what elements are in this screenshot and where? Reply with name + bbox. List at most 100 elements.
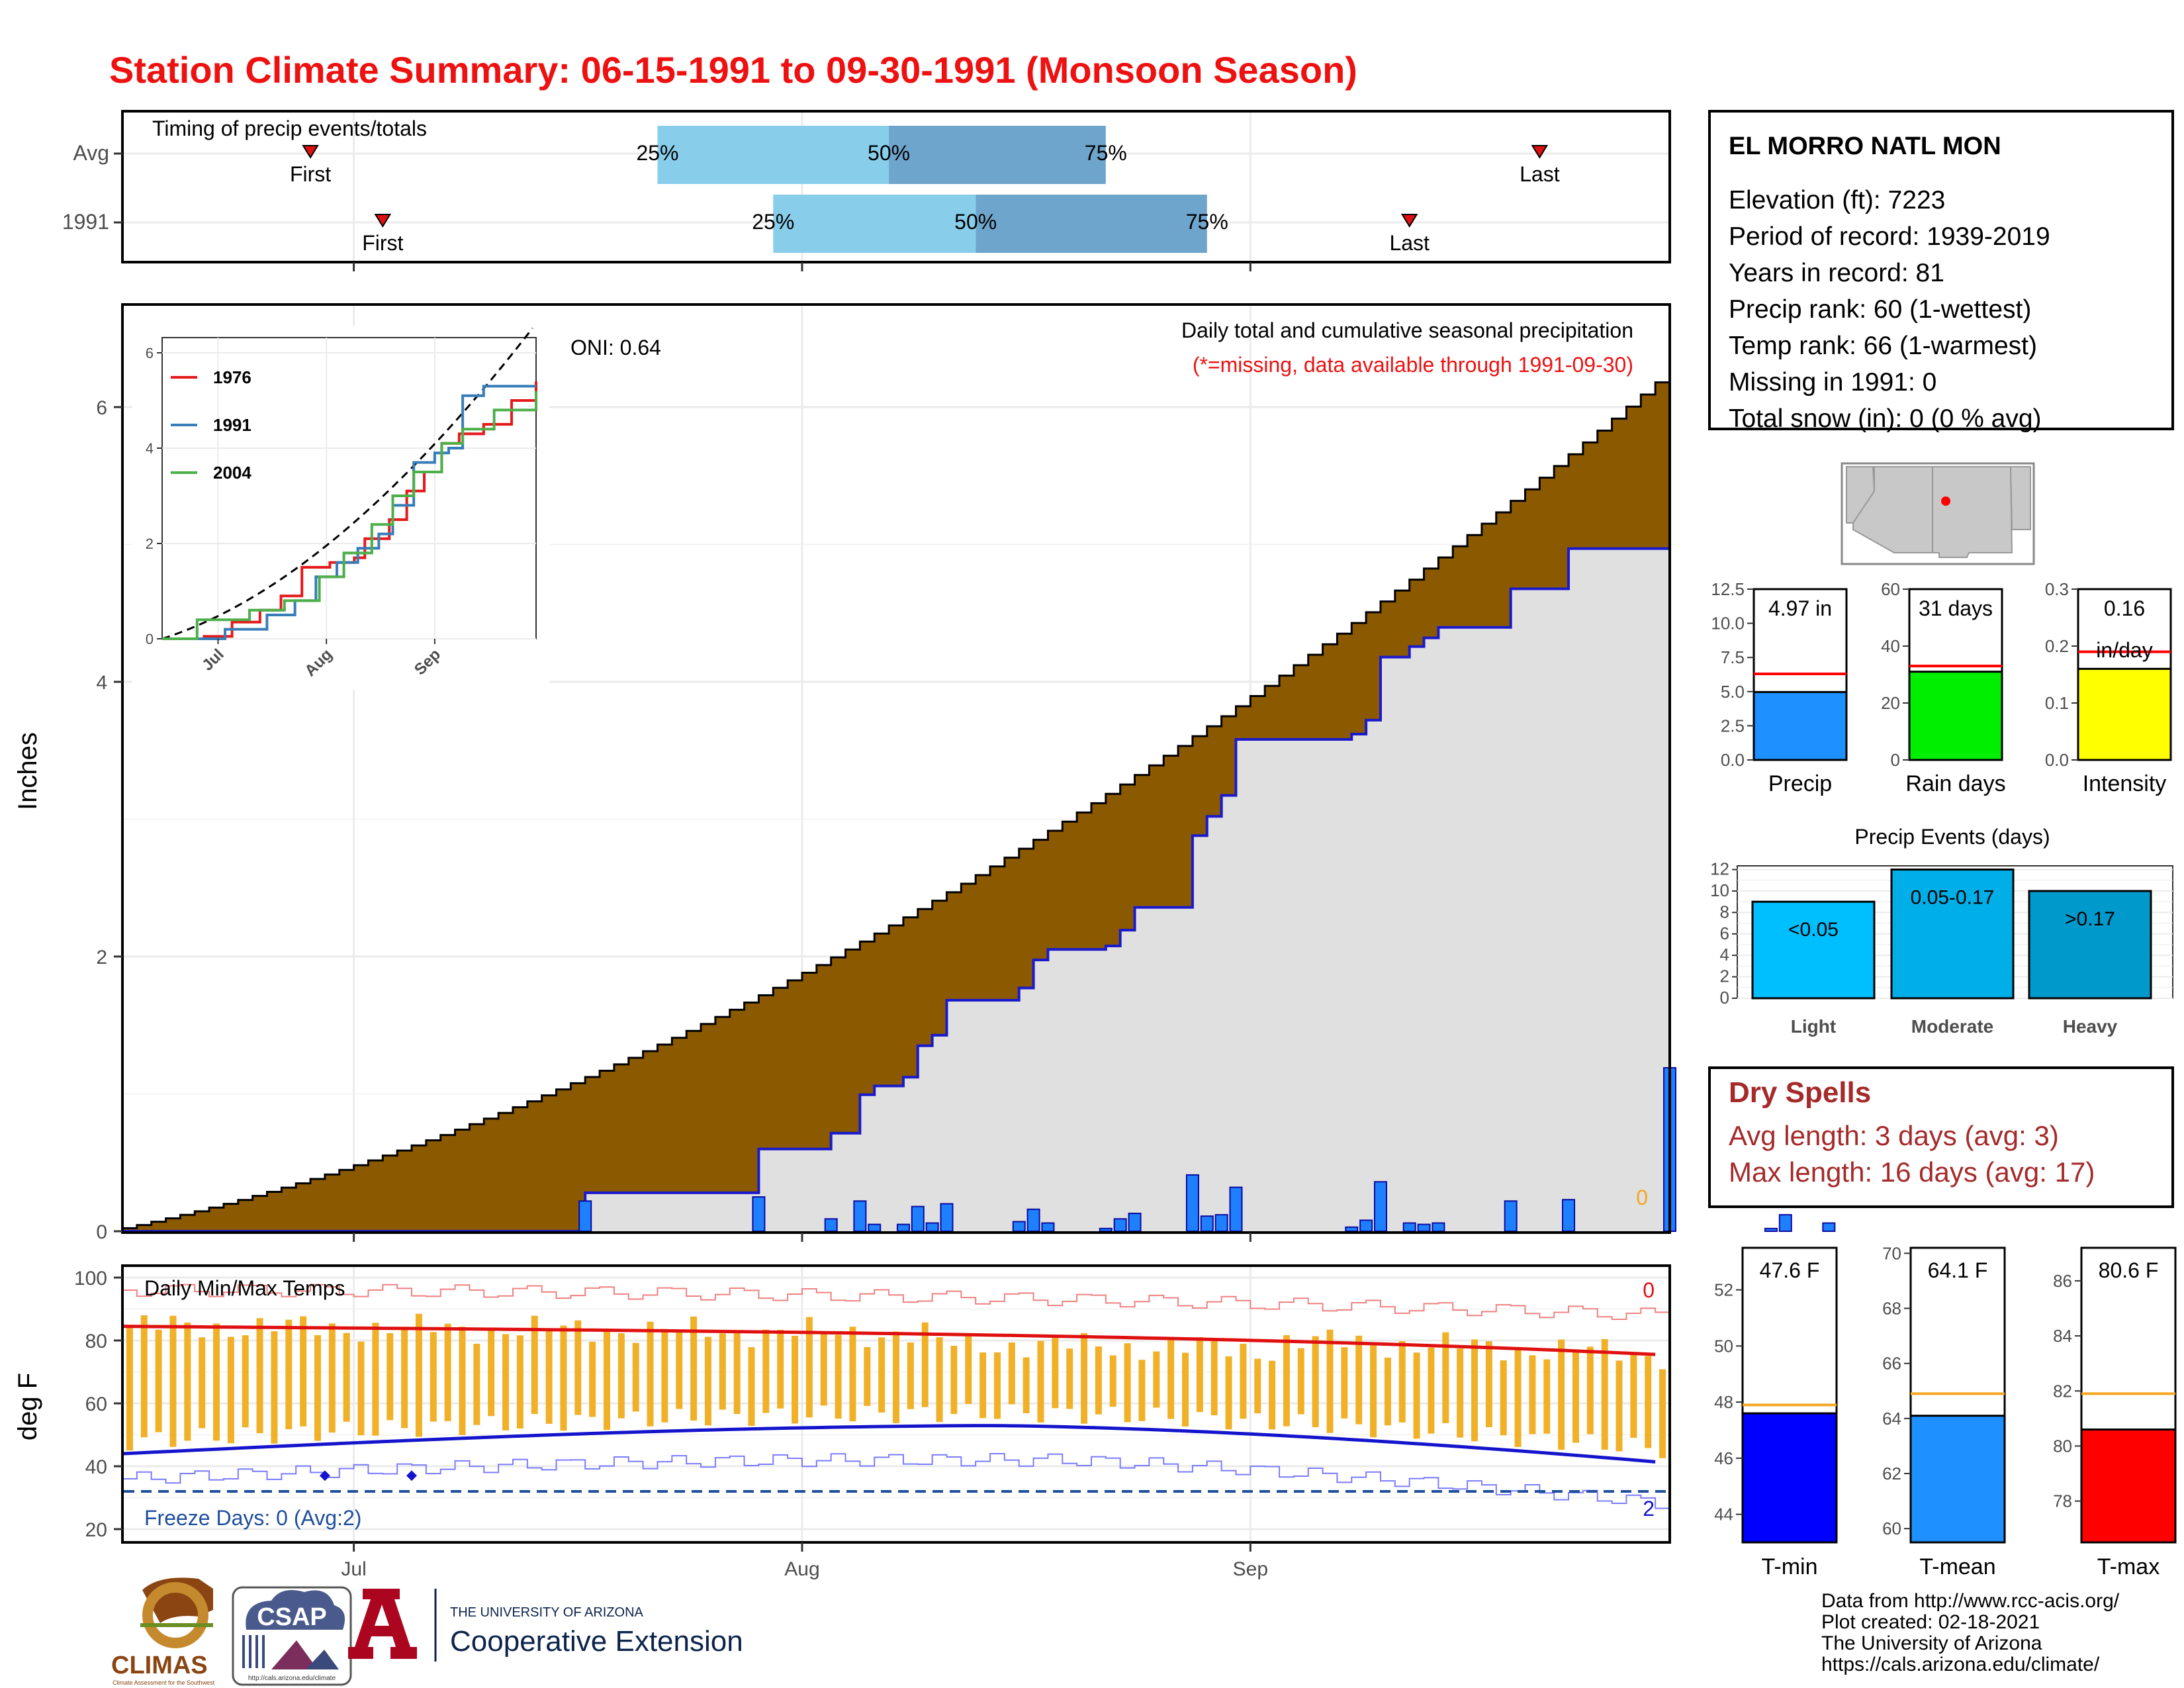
dry-max-line: Max length: 16 days (avg: 17) [1729,1156,2095,1188]
events-y-tick: 0 [1720,988,1729,1008]
season-temp-bars: 47.6 F 44 46 48 50 52 T-min 64.1 F 60 62 64 66 68 70 T… [1714,1243,2177,1579]
daily-temp-bar [1153,1351,1160,1408]
inset-year-line [162,391,537,640]
temp-count-bottom: 2 [1643,1497,1655,1521]
season-bar-label: Intensity [2083,771,2167,796]
last-event-marker [1531,145,1549,159]
temp-summary-tick: 68 [1882,1298,1901,1318]
avg-max-temp-line [122,1325,1656,1356]
daily-precip-bar [1185,1174,1199,1233]
daily-precip-bar [578,1200,592,1232]
first-event-marker [374,214,392,228]
temp-summary-tick: 50 [1714,1336,1733,1356]
daily-temp-bar [1572,1351,1579,1443]
daily-temp-bar [835,1335,842,1419]
missing-count: 0 [1636,1186,1648,1209]
daily-temp-bar [936,1337,943,1423]
record-min-line [122,1453,1670,1509]
daily-temp-bar [733,1330,741,1415]
temp-summary-tick: 70 [1882,1243,1901,1263]
daily-precip-bar [940,1203,954,1232]
season-bar-tick: 5.0 [1721,682,1745,702]
quartile-label: 75% [1085,141,1127,165]
footer-line: Plot created: 02-18-2021 [1821,1611,2040,1633]
daily-temp-bar [849,1327,856,1422]
daily-precip-bar [1200,1215,1214,1233]
daily-temp-bar [603,1331,610,1430]
daily-temp-bar [1326,1329,1334,1433]
events-y-tick: 2 [1720,966,1729,986]
events-title: Precip Events (days) [1854,825,2050,849]
daily-temp-bar [748,1347,755,1427]
daily-temp-bar [805,1317,813,1418]
record-max-line [122,1284,1670,1321]
temp-summary-tick: 52 [1714,1280,1733,1300]
daily-temp-bar [965,1333,972,1404]
temp-summary-bar-1: 64.1 F 60 62 64 66 68 70 T-mean [1882,1243,2006,1579]
footer-credits: Data from http://www.rcc-acis.org/ Plot … [1821,1590,2120,1675]
station-info: EL MORRO NATL MON Elevation (ft): 7223 P… [1708,110,2174,433]
daily-precip-bar [1099,1227,1113,1232]
temp-summary-value: 64.1 F [1928,1258,1988,1282]
daily-precip-bar [853,1200,867,1232]
events-x-tick: Moderate [1911,1016,1993,1037]
daily-temp-bar [1398,1341,1406,1423]
daily-temp-bar [1037,1340,1044,1423]
daily-precip-bar [1822,1222,1836,1233]
station-line: Precip rank: 60 (1-wettest) [1729,295,2031,324]
temp-summary-tick: 84 [2053,1326,2072,1346]
quartile-label: 50% [868,141,910,165]
daily-precip-bar [1113,1218,1127,1232]
season-bar-tick: 12.5 [1711,579,1745,599]
season-total-bars: 4.97 in 0.0 2.5 5.0 7.5 10.0 12.5 Precip 31 days… [1711,579,2172,796]
daily-temp-bar [1615,1360,1623,1452]
temp-y-tick: 100 [74,1268,107,1289]
daily-temp-bar [169,1315,177,1447]
footer-line: The University of Arizona [1821,1632,2042,1654]
daily-temp-bar [1428,1347,1435,1434]
daily-temp-bar [1586,1346,1594,1434]
season-bar-fill [1752,690,1848,761]
season-bar-label: Precip [1768,771,1832,796]
daily-temp-bar [1514,1346,1522,1447]
daily-temp-bar [560,1325,567,1431]
daily-temp-bar [1471,1339,1479,1442]
inset-avg-line [161,327,533,640]
daily-temp-bar [1370,1345,1377,1438]
events-bar-label: 0.05-0.17 [1911,887,1995,909]
timing-row-label: 1991 [62,210,109,234]
events-y-tick: 12 [1710,859,1729,879]
daily-temp-bar [878,1337,886,1413]
daily-temp-bar [343,1333,350,1422]
timing-row: Avg 25% 50% 75% First Last [73,126,1560,186]
season-bar-0: 4.97 in 0.0 2.5 5.0 7.5 10.0 12.5 Precip [1711,579,1848,796]
season-bar-label: Rain days [1905,771,2005,796]
temp-plot [122,1284,1670,1509]
daily-temp-bar [444,1323,451,1421]
precip-y-tick: 0 [96,1221,107,1243]
temp-y-tick: 60 [85,1393,107,1415]
dry-spells-box: Dry Spells Avg length: 3 days (avg: 3) M… [1708,1066,2174,1208]
daily-temp-bar [632,1342,639,1412]
timing-row-label: Avg [73,141,109,165]
daily-temp-bar [864,1346,871,1406]
inset-legend-label: 1976 [213,367,251,387]
station-name: EL MORRO NATL MON [1729,132,2001,160]
season-bar-value: 31 days [1919,596,1993,620]
temp-summary-label: T-mean [1919,1554,1995,1579]
daily-temp-bar [1095,1346,1102,1415]
temp-summary-bar-0: 47.6 F 44 46 48 50 52 T-min [1714,1246,1838,1579]
temp-x-tick: Aug [784,1558,819,1580]
events-bar [1890,868,2015,1000]
temp-summary-tick: 48 [1714,1392,1733,1412]
temp-count-top: 0 [1643,1278,1655,1302]
temp-summary-tick: 62 [1882,1464,1901,1483]
ua-logo: THE UNIVERSITY OF ARIZONA Cooperative Ex… [348,1589,743,1662]
inset-legend-label: 2004 [213,463,251,483]
daily-temp-bar [387,1333,394,1421]
temp-y-tick: 80 [85,1331,107,1352]
